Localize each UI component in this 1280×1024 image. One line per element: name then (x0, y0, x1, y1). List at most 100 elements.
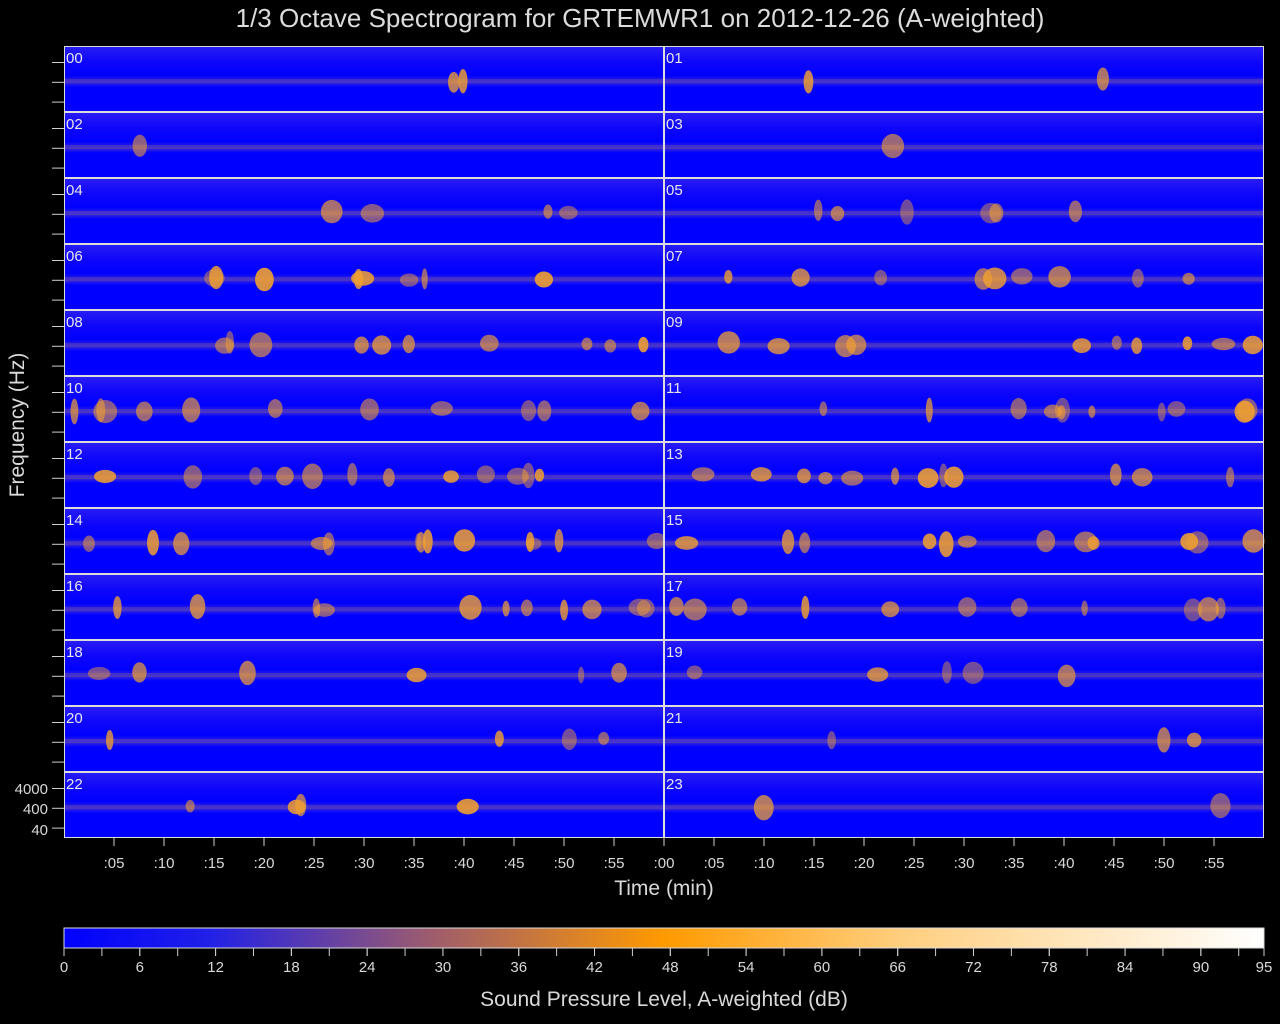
sound-event (917, 468, 939, 488)
x-tick-label: :25 (904, 855, 925, 872)
sound-event (827, 731, 836, 750)
sound-event (443, 470, 459, 483)
sound-event (1157, 402, 1166, 422)
hour-panel-12: 12 (64, 442, 664, 508)
hour-panel-22: 22 (64, 772, 664, 838)
sound-event (989, 203, 1004, 223)
sound-event (323, 532, 335, 556)
hour-label: 00 (66, 50, 83, 67)
y-tick-label: 400 (23, 801, 48, 818)
colorbar-tick-label: 0 (60, 959, 68, 976)
panel-border (664, 772, 1264, 838)
noise-band (664, 673, 1264, 677)
sound-event (669, 597, 684, 616)
hour-label: 18 (66, 644, 83, 661)
sound-event (1242, 529, 1265, 553)
sound-event (1211, 337, 1236, 351)
sound-event (1010, 598, 1028, 617)
sound-event (480, 334, 499, 352)
panel-border (64, 772, 664, 838)
sound-event (399, 273, 419, 287)
hour-panel-10: 10 (64, 376, 664, 442)
panel-border (664, 310, 1264, 376)
sound-event (105, 730, 114, 751)
sound-event (1183, 598, 1203, 622)
hour-panel-20: 20 (64, 706, 664, 772)
sound-event (302, 463, 323, 490)
panel-border (64, 574, 664, 640)
x-tick-label: :00 (654, 855, 675, 872)
sound-event (268, 399, 283, 419)
sound-event (724, 269, 733, 284)
sound-event (938, 531, 954, 558)
sound-event (891, 467, 900, 485)
sound-event (781, 529, 795, 555)
sound-event (646, 532, 667, 550)
sound-event (801, 595, 810, 620)
sound-event (1132, 268, 1144, 288)
hour-label: 17 (666, 578, 683, 595)
hour-label: 01 (666, 50, 683, 67)
sound-event (881, 133, 905, 159)
sound-event (87, 666, 111, 680)
panel-border (664, 178, 1264, 244)
sound-event (1167, 401, 1186, 417)
x-tick-label: :55 (1204, 855, 1225, 872)
sound-event (521, 400, 537, 422)
colorbar-tick-label: 72 (965, 959, 982, 976)
sound-event (559, 205, 578, 220)
sound-event (354, 336, 369, 354)
hour-panel-15: 15 (664, 508, 1265, 574)
x-tick-label: :45 (504, 855, 525, 872)
hour-panel-18: 18 (64, 640, 664, 706)
hour-label: 02 (66, 116, 83, 133)
hour-panel-16: 16 (64, 574, 664, 640)
sound-event (900, 199, 914, 225)
hour-panel-01: 01 (664, 46, 1264, 112)
sound-event (881, 601, 900, 618)
sound-event (476, 465, 495, 484)
hour-panel-05: 05 (664, 178, 1264, 244)
hour-panel-07: 07 (664, 244, 1264, 310)
noise-band (664, 475, 1264, 479)
x-tick-label: :15 (204, 855, 225, 872)
sound-event (383, 468, 395, 487)
sound-event (1237, 398, 1258, 422)
hour-label: 20 (66, 710, 83, 727)
sound-event (249, 332, 273, 358)
colorbar-tick-label: 60 (814, 959, 831, 976)
hour-panel-00: 00 (64, 46, 664, 112)
sound-event (797, 468, 811, 484)
sound-event (830, 206, 845, 222)
panel-border (664, 244, 1264, 310)
colorbar-tick-label: 78 (1041, 959, 1058, 976)
sound-event (447, 71, 460, 93)
sound-event (189, 594, 206, 620)
x-tick-label: :35 (1004, 855, 1025, 872)
sound-event (691, 467, 715, 482)
sound-event (818, 471, 833, 485)
colorbar-tick-label: 36 (510, 959, 527, 976)
sound-event (598, 731, 610, 745)
sound-event (70, 398, 79, 425)
sound-event (944, 466, 964, 488)
sound-event (83, 535, 95, 552)
colorbar-tick-label: 24 (359, 959, 376, 976)
sound-event (406, 667, 427, 683)
hour-label: 22 (66, 776, 83, 793)
sound-event (459, 594, 482, 620)
sound-event (1131, 468, 1153, 487)
sound-event (96, 398, 106, 423)
x-tick-label: :10 (154, 855, 175, 872)
sound-event (520, 599, 533, 617)
hour-panel-19: 19 (664, 640, 1264, 706)
sound-event (534, 468, 545, 482)
sound-event (631, 401, 650, 421)
panel-border (64, 46, 664, 112)
x-tick-label: :10 (754, 855, 775, 872)
panel-border (664, 376, 1264, 442)
sound-event (239, 660, 256, 686)
noise-band (664, 79, 1264, 83)
panel-border (64, 706, 664, 772)
sound-event (182, 397, 201, 423)
